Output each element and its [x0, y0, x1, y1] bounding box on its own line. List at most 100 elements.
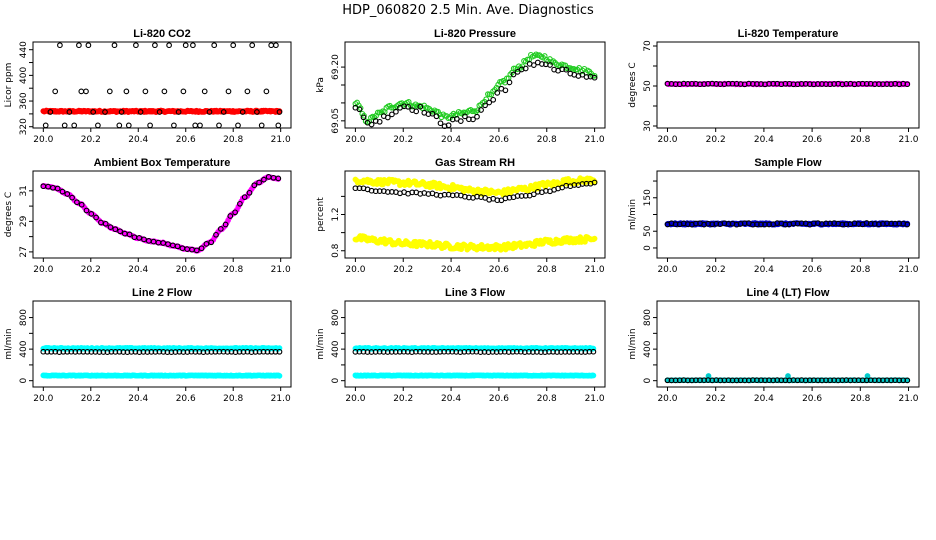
data-point [530, 62, 537, 68]
data-point [733, 80, 740, 87]
data-point [174, 243, 181, 250]
data-point [530, 191, 537, 198]
data-point [108, 348, 115, 355]
data-point [239, 109, 246, 115]
x-tick-label: 20.6 [176, 135, 196, 145]
data-point [851, 377, 858, 384]
data-point [182, 42, 189, 49]
data-point [142, 88, 149, 95]
data-point [725, 80, 732, 87]
data-point [514, 193, 521, 199]
x-tick-label: 20.4 [441, 135, 461, 145]
data-point [453, 192, 460, 198]
data-point [357, 105, 364, 111]
data-point [137, 109, 144, 115]
data-point [276, 109, 283, 115]
data-point [246, 189, 253, 196]
x-tick-label: 20.0 [33, 394, 53, 404]
data-point [192, 349, 199, 355]
data-point [148, 349, 155, 355]
series-2 [664, 377, 911, 384]
data-point [758, 377, 764, 384]
series-2 [352, 348, 597, 355]
data-point [827, 220, 833, 227]
data-point [554, 349, 560, 355]
data-point [409, 189, 416, 196]
data-point [52, 348, 59, 355]
x-tick-label: 20.8 [537, 394, 557, 404]
panel-rh: Gas Stream RH percent 20.0 20.2 20.4 20.6 20.8… [316, 157, 606, 275]
data-point [126, 231, 133, 238]
data-point [240, 349, 247, 355]
data-point [116, 122, 123, 129]
data-point [396, 348, 403, 355]
data-point [559, 66, 566, 73]
data-point [794, 220, 801, 227]
y-tick-label: 400 [331, 340, 341, 357]
data-point [522, 192, 529, 199]
data-point [904, 81, 911, 88]
data-point [263, 88, 270, 95]
data-point [517, 348, 524, 355]
panel-title: Gas Stream RH [435, 157, 515, 169]
data-point [506, 79, 513, 86]
x-tick-label: 21.0 [898, 135, 918, 145]
x-tick-label: 20.0 [33, 265, 53, 275]
data-point [118, 109, 125, 115]
data-point [376, 348, 383, 355]
x-tick-label: 20.0 [345, 394, 365, 404]
data-point [547, 62, 553, 68]
x-tick-label: 20.2 [81, 394, 101, 404]
data-point [256, 179, 262, 186]
data-point [590, 348, 597, 355]
data-point [481, 349, 488, 355]
y-tick-label: 0 [643, 245, 653, 251]
data-point [782, 377, 789, 384]
data-point [405, 103, 411, 110]
data-point [725, 377, 732, 384]
data-point [76, 42, 82, 49]
data-point [132, 348, 139, 355]
x-tick-label: 20.4 [441, 265, 461, 275]
plot-frame [32, 300, 292, 388]
data-point [531, 243, 538, 249]
y-axis-label: ml/min [4, 328, 14, 359]
data-point [235, 122, 241, 129]
panel-ambient: Ambient Box Temperature degrees C 20.0 20.2… [4, 157, 292, 275]
x-tick-label: 20.0 [657, 265, 677, 275]
data-point [806, 377, 813, 384]
data-point [225, 88, 232, 95]
data-point [582, 238, 588, 245]
data-point [125, 122, 132, 129]
data-point [389, 111, 395, 118]
data-point [770, 80, 777, 87]
data-point [111, 42, 118, 49]
x-tick-label: 20.6 [489, 135, 509, 145]
data-point [538, 349, 544, 355]
data-point [232, 209, 238, 216]
data-point [904, 377, 911, 384]
data-point [275, 175, 282, 182]
data-point [176, 348, 183, 355]
data-point [102, 109, 108, 115]
data-point [421, 349, 427, 355]
data-point [888, 220, 894, 227]
y-tick-label: 70 [643, 40, 653, 52]
x-tick-label: 20.4 [754, 394, 774, 404]
data-point [232, 349, 239, 355]
data-point [273, 42, 279, 49]
data-point [876, 81, 882, 87]
x-tick-label: 20.2 [706, 265, 726, 275]
data-point [64, 348, 71, 355]
data-point [462, 113, 468, 120]
data-point [876, 221, 882, 228]
y-tick-label: 800 [19, 309, 29, 326]
data-point [136, 235, 143, 241]
x-tick-label: 20.8 [850, 265, 870, 275]
data-point [360, 114, 367, 121]
y-tick-label: 320 [19, 118, 29, 135]
data-point [493, 349, 500, 355]
data-point [69, 194, 75, 201]
data-point [252, 349, 259, 355]
data-point [268, 348, 275, 355]
